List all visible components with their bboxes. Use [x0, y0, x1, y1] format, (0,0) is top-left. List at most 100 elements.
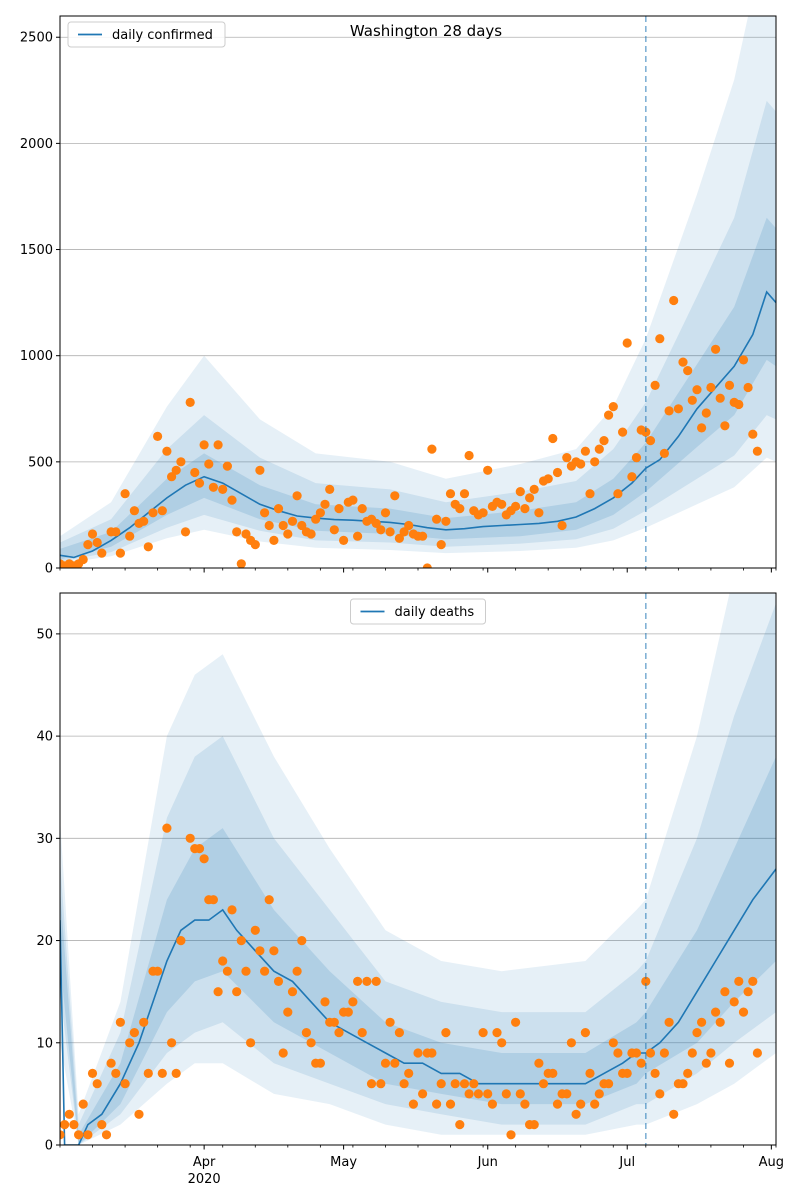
observed-point — [492, 1028, 502, 1038]
observed-point — [510, 1017, 521, 1027]
observed-point — [97, 548, 107, 558]
observed-point — [348, 495, 358, 505]
observed-point — [139, 1017, 149, 1027]
observed-point — [218, 484, 228, 494]
observed-point — [194, 844, 205, 854]
observed-point — [743, 382, 753, 393]
observed-point — [264, 895, 274, 905]
observed-point — [622, 1068, 632, 1078]
observed-point — [445, 489, 456, 499]
observed-point — [222, 966, 232, 976]
observed-point — [306, 1038, 316, 1048]
observed-point — [143, 542, 153, 552]
observed-point — [92, 1079, 102, 1089]
observed-point — [501, 1089, 511, 1099]
observed-point — [497, 499, 507, 509]
observed-point — [120, 1079, 130, 1089]
observed-point — [720, 987, 730, 997]
observed-point — [120, 489, 130, 499]
observed-point — [692, 385, 702, 395]
x-tick-label: Apr — [193, 1155, 216, 1170]
observed-point — [148, 508, 158, 518]
observed-point — [292, 966, 302, 976]
observed-point — [557, 520, 567, 531]
observed-point — [748, 429, 758, 439]
observed-point — [329, 525, 339, 535]
observed-point — [404, 520, 414, 531]
observed-point — [129, 1028, 139, 1038]
deaths-panel: 0 10 20 30 40 50 Apr 2020 May Jun Jul Aug daily deat… — [36, 592, 784, 1187]
observed-point — [464, 450, 474, 461]
observed-point — [738, 355, 749, 365]
observed-point — [287, 987, 298, 997]
observed-point — [525, 493, 535, 503]
observed-point — [78, 1099, 88, 1109]
observed-point — [752, 446, 763, 456]
observed-point — [348, 997, 358, 1007]
observed-point — [692, 1028, 702, 1038]
observed-point — [204, 459, 214, 469]
observed-point — [408, 1099, 418, 1109]
observed-point — [208, 895, 218, 905]
observed-point — [69, 1120, 79, 1130]
observed-point — [450, 1079, 460, 1089]
y-tick-label: 30 — [36, 832, 53, 847]
observed-point — [167, 472, 177, 482]
observed-point — [529, 484, 539, 494]
observed-point — [162, 823, 172, 833]
observed-point — [115, 548, 125, 558]
observed-point — [60, 1130, 65, 1140]
observed-point — [715, 1017, 725, 1027]
observed-point — [562, 453, 572, 463]
observed-point — [515, 487, 525, 497]
observed-point — [111, 527, 121, 537]
observed-point — [548, 433, 558, 444]
legend: daily confirmed — [67, 21, 226, 48]
observed-point — [641, 976, 651, 987]
observed-point — [459, 489, 470, 499]
observed-point — [264, 520, 274, 531]
plot-area — [60, 16, 776, 568]
observed-point — [273, 976, 284, 987]
observed-point — [106, 1058, 116, 1068]
observed-point — [385, 1017, 395, 1027]
observed-point — [701, 408, 711, 418]
observed-point — [538, 1079, 549, 1089]
observed-point — [315, 508, 325, 518]
observed-point — [478, 1028, 488, 1038]
observed-point — [706, 382, 716, 393]
observed-point — [631, 1048, 642, 1058]
observed-point — [594, 1089, 604, 1099]
observed-point — [669, 295, 679, 306]
observed-point — [399, 527, 409, 537]
observed-point — [548, 1068, 558, 1078]
observed-point — [543, 474, 553, 484]
y-tick-label: 10 — [36, 1036, 53, 1051]
observed-point — [664, 1017, 674, 1027]
observed-point — [208, 482, 218, 492]
y-tick-label: 1000 — [20, 349, 53, 364]
observed-point — [604, 1079, 614, 1089]
observed-point — [641, 427, 651, 437]
plot-area — [60, 593, 776, 1145]
observed-point — [608, 1038, 618, 1048]
forecast-band-95-area — [645, 16, 776, 528]
observed-point — [74, 1130, 84, 1140]
observed-point — [394, 1028, 404, 1038]
observed-point — [376, 1079, 386, 1089]
observed-point — [325, 484, 335, 494]
fit-band-50-area — [60, 828, 646, 1145]
observed-point — [362, 976, 372, 987]
observed-point — [655, 1089, 665, 1099]
observed-point — [380, 1058, 391, 1068]
observed-point — [287, 516, 298, 526]
observed-point — [320, 997, 330, 1007]
observed-point — [269, 946, 279, 956]
observed-point — [455, 1120, 465, 1130]
chart-title: Washington 28 days — [350, 22, 502, 40]
observed-point — [236, 559, 246, 568]
observed-point — [510, 501, 521, 511]
observed-point — [376, 525, 386, 535]
observed-point — [157, 506, 167, 516]
observed-point — [711, 344, 721, 354]
